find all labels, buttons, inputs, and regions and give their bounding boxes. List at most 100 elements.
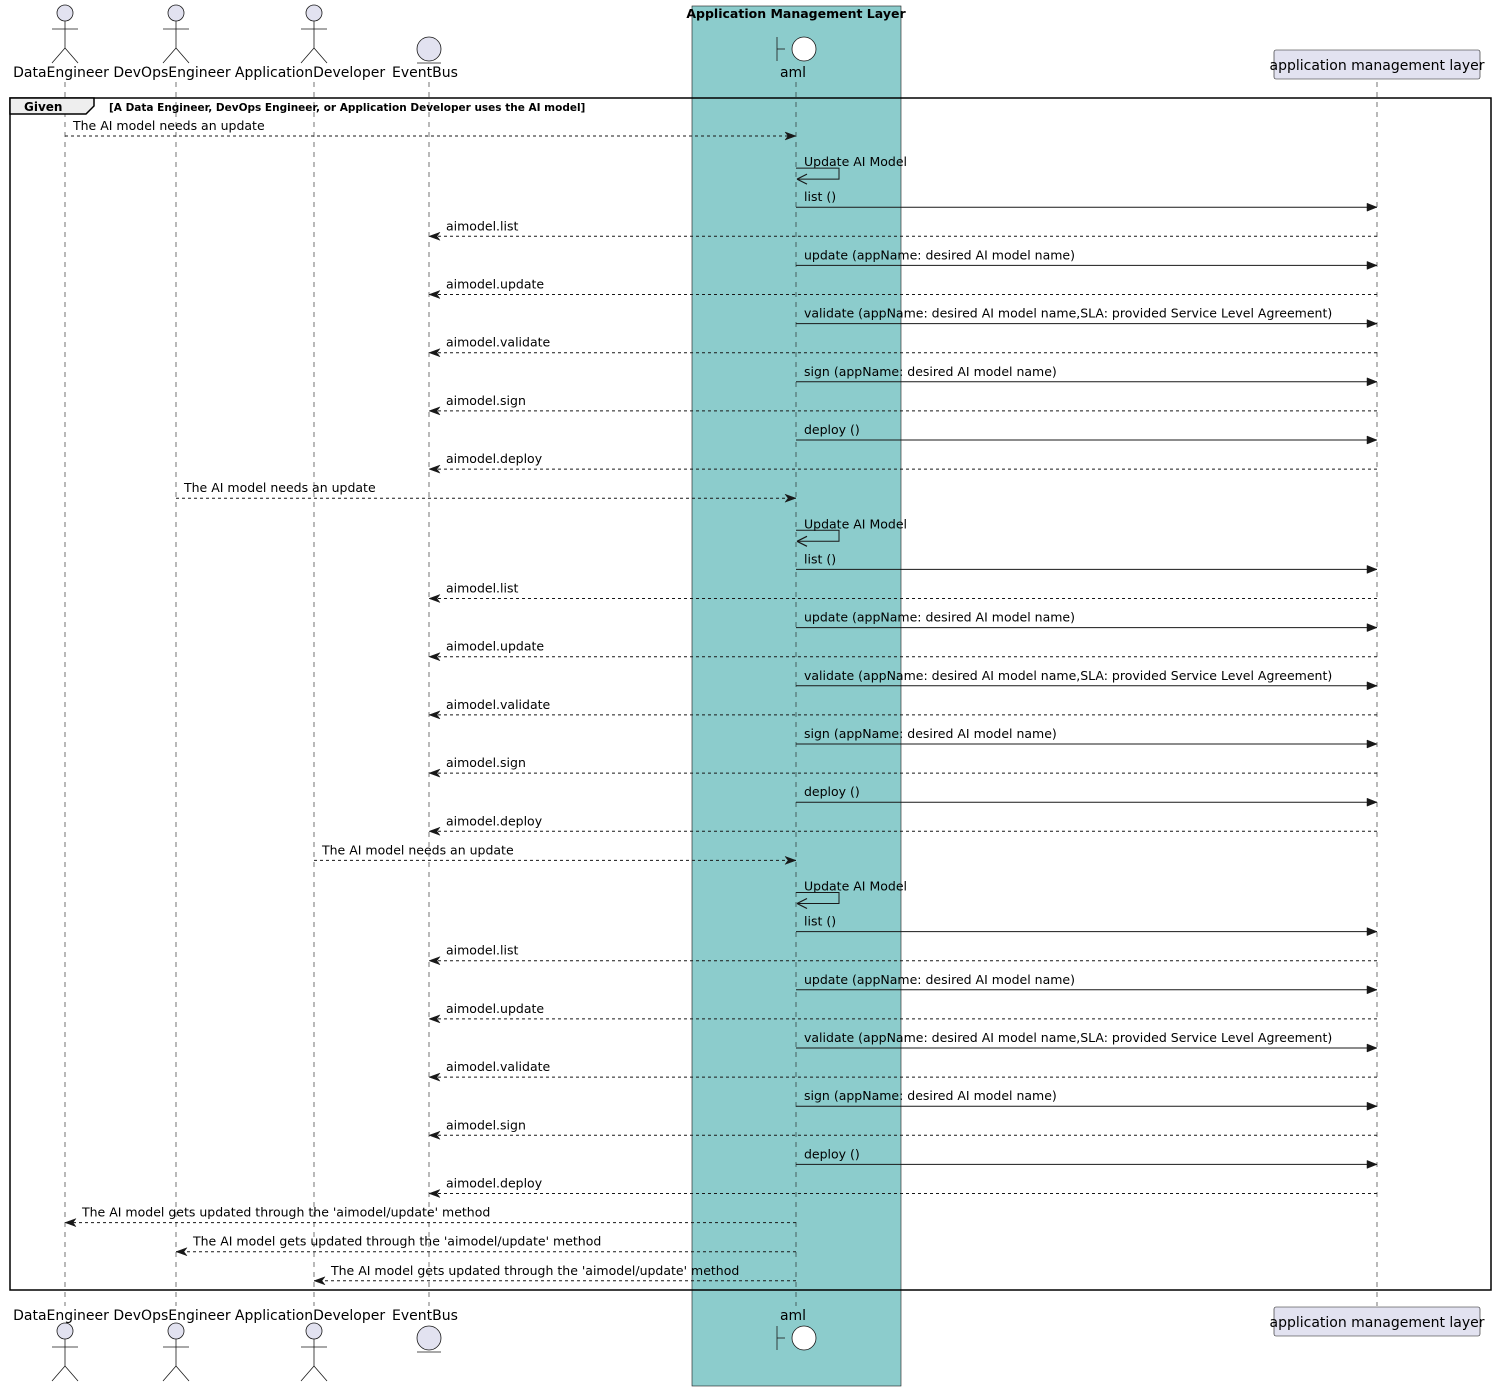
participant-application-management-layer-bottom: application management layer	[1269, 1306, 1485, 1337]
message: aimodel.validate	[428, 335, 1377, 358]
message-label: sign (appName: desired AI model name)	[804, 364, 1057, 379]
message-label: update (appName: desired AI model name)	[804, 610, 1075, 625]
entity-icon	[416, 1325, 442, 1353]
participant-dataengineer-bottom: DataEngineer	[13, 1308, 109, 1382]
arrow-head	[1366, 202, 1378, 212]
message: The AI model gets updated through the 'a…	[64, 1205, 796, 1228]
message: list ()	[796, 551, 1378, 574]
message: The AI model gets updated through the 'a…	[175, 1234, 796, 1257]
arrow-head	[428, 406, 441, 416]
message: aimodel.list	[428, 581, 1377, 604]
participant-label: aml	[780, 1308, 806, 1324]
participant-label: EventBus	[392, 65, 458, 81]
arrow-head	[1366, 1160, 1378, 1169]
message: aimodel.sign	[428, 393, 1377, 416]
participant-applicationdeveloper-top: ApplicationDeveloper	[235, 4, 385, 81]
message: deploy ()	[796, 784, 1378, 807]
boundary-icon	[776, 1325, 817, 1351]
arrow-head	[313, 1276, 326, 1286]
message-label: deploy ()	[804, 1146, 860, 1161]
messages: The AI model needs an update Update AI Mo…	[64, 118, 1378, 1286]
arrow-head	[1366, 1043, 1378, 1053]
message-label: list ()	[804, 914, 836, 929]
message: sign (appName: desired AI model name)	[796, 364, 1378, 387]
message: update (appName: desired AI model name)	[796, 610, 1378, 632]
participant-aml-bottom: aml	[776, 1308, 817, 1351]
arrow-head	[796, 173, 808, 185]
message: The AI model needs an update	[65, 118, 797, 141]
arrow-head	[428, 710, 441, 720]
actor-icon	[51, 4, 79, 64]
fragment-frame	[9, 97, 1492, 1291]
arrow-head	[1366, 739, 1378, 749]
arrow-head	[428, 231, 441, 241]
message: Update AI Model	[796, 879, 907, 910]
lifelines	[64, 82, 1378, 1306]
message: sign (appName: desired AI model name)	[796, 1088, 1378, 1111]
arrow-head	[1366, 927, 1378, 936]
message-label: The AI model gets updated through the 'a…	[330, 1263, 739, 1278]
participant-devopsengineer-bottom: DevOpsEngineer	[113, 1308, 231, 1382]
arrow-head	[428, 593, 441, 604]
message: list ()	[796, 914, 1378, 936]
message-label: list ()	[804, 551, 836, 566]
arrow-head	[428, 348, 441, 358]
message: list ()	[796, 189, 1378, 212]
arrow-head	[1366, 623, 1378, 632]
message: aimodel.validate	[428, 1059, 1377, 1082]
message-label: Update AI Model	[804, 516, 907, 531]
message: validate (appName: desired AI model name…	[796, 668, 1378, 691]
message-label: deploy ()	[804, 784, 860, 799]
message-label: aimodel.validate	[446, 335, 551, 350]
participant-box	[1273, 49, 1481, 80]
message-label: update (appName: desired AI model name)	[804, 972, 1075, 987]
message-label: sign (appName: desired AI model name)	[804, 1088, 1057, 1103]
arrow-head	[428, 1130, 441, 1140]
boundary-icon	[776, 36, 817, 62]
message-line	[796, 892, 840, 904]
message: The AI model needs an update	[314, 842, 797, 865]
message-label: The AI model needs an update	[183, 480, 376, 495]
arrow-head	[1366, 377, 1378, 387]
arrow-head	[428, 464, 441, 474]
arrow-head	[1366, 435, 1378, 445]
message: Update AI Model	[796, 154, 907, 185]
message: aimodel.sign	[428, 755, 1377, 778]
actor-icon	[51, 1322, 79, 1382]
arrow-head	[428, 826, 441, 836]
given-fragment: Given [A Data Engineer, DevOps Engineer,…	[9, 97, 1492, 1291]
participant-eventbus-bottom: EventBus	[392, 1308, 458, 1353]
participant-label: EventBus	[392, 1308, 458, 1324]
box-background	[691, 5, 902, 1387]
message-label: The AI model needs an update	[321, 842, 514, 857]
message-label: list ()	[804, 189, 836, 204]
message: aimodel.list	[428, 218, 1377, 241]
participant-application-management-layer-top: application management layer	[1269, 49, 1485, 80]
message: sign (appName: desired AI model name)	[796, 726, 1378, 749]
arrow-head	[1366, 261, 1378, 270]
arrow-head	[796, 535, 808, 547]
message: Update AI Model	[796, 516, 907, 547]
arrow-head	[1366, 319, 1378, 328]
arrow-head	[64, 1218, 77, 1228]
arrow-head	[784, 493, 797, 503]
participant-box	[1273, 1306, 1481, 1337]
participant-devopsengineer-top: DevOpsEngineer	[113, 4, 231, 81]
message-label: validate (appName: desired AI model name…	[804, 1030, 1332, 1045]
message-label: The AI model gets updated through the 'a…	[81, 1205, 490, 1220]
arrow-head	[1366, 797, 1378, 807]
arrow-head	[428, 768, 441, 778]
message: aimodel.deploy	[428, 451, 1377, 474]
participant-label: ApplicationDeveloper	[235, 65, 385, 81]
arrow-head	[1366, 681, 1378, 691]
entity-icon	[416, 36, 442, 64]
message: aimodel.deploy	[428, 813, 1377, 836]
participant-label: DataEngineer	[13, 65, 109, 81]
message-label: aimodel.sign	[446, 755, 526, 770]
message-label: aimodel.update	[446, 1001, 544, 1016]
message-label: sign (appName: desired AI model name)	[804, 726, 1057, 741]
message-label: The AI model gets updated through the 'a…	[192, 1234, 601, 1249]
message-label: aimodel.validate	[446, 1059, 551, 1074]
arrow-head	[784, 131, 797, 141]
